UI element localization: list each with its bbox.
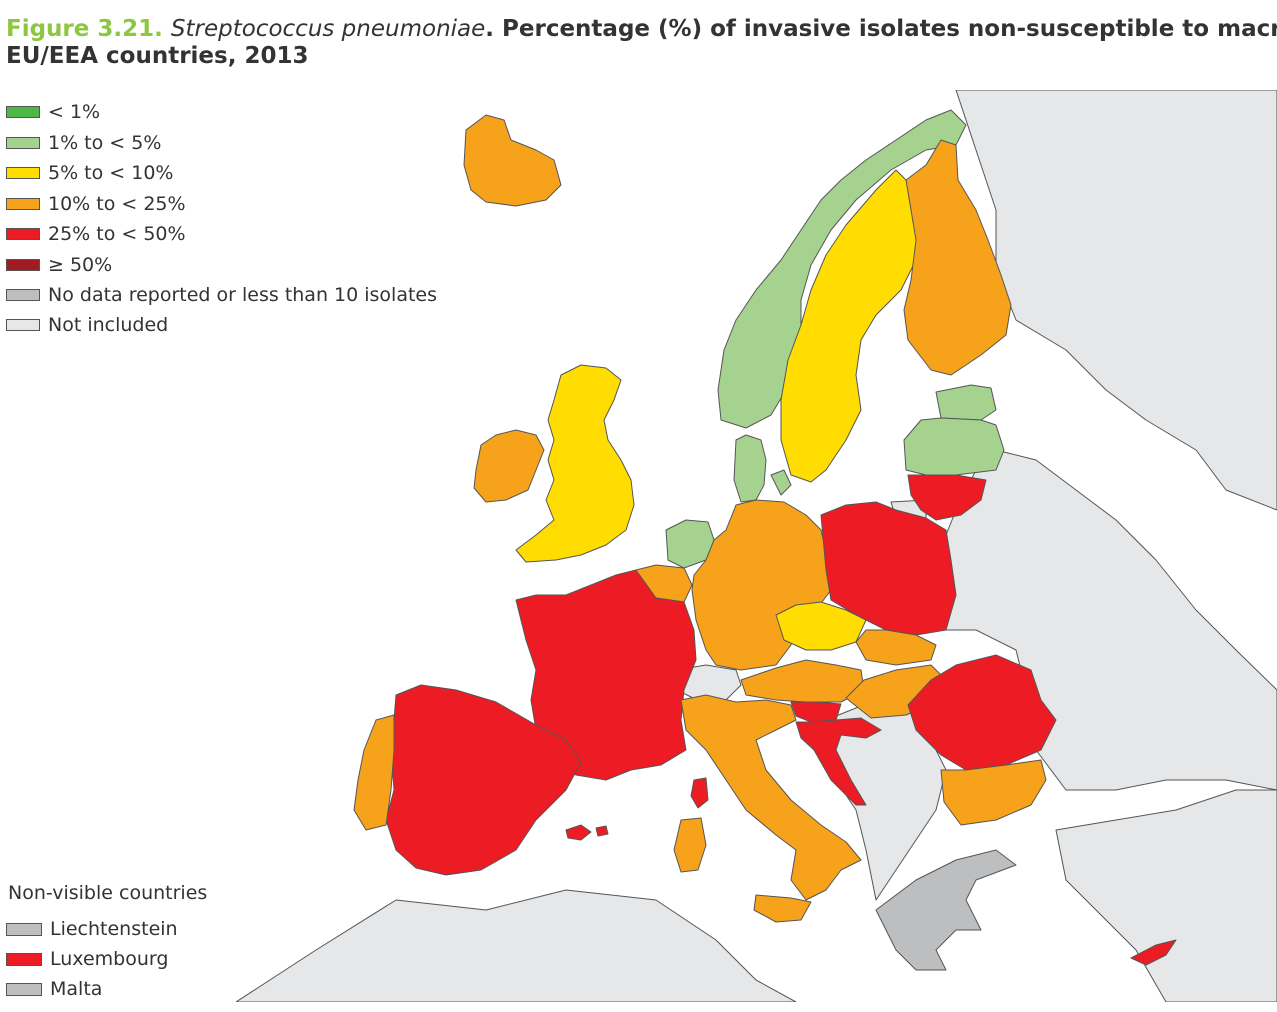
- legend-item: 1% to < 5%: [6, 132, 162, 154]
- czech-republic: [775, 601, 867, 651]
- legend-item: < 1%: [6, 101, 101, 123]
- sweden: [780, 169, 919, 483]
- legend-label: 1% to < 5%: [48, 132, 162, 154]
- legend-item: 10% to < 25%: [6, 193, 186, 215]
- figure-number: Figure 3.21.: [6, 16, 163, 42]
- non-visible-title: Non-visible countries: [8, 882, 208, 904]
- turkey-region: [1055, 789, 1277, 1002]
- finland: [903, 139, 1012, 376]
- united-kingdom: [515, 364, 635, 563]
- non-visible-item: Luxembourg: [6, 948, 168, 970]
- legend-swatch: [6, 198, 40, 210]
- legend-label: 5% to < 10%: [48, 162, 174, 184]
- legend-label: ≥ 50%: [48, 254, 113, 276]
- legend-swatch: [6, 167, 40, 179]
- denmark: [733, 434, 792, 503]
- legend-label: < 1%: [48, 101, 101, 123]
- sardinia: [673, 817, 707, 873]
- latvia: [903, 417, 1005, 476]
- legend-label: Malta: [50, 978, 103, 1000]
- legend-label: Not included: [48, 314, 169, 336]
- non-visible-item: Malta: [6, 978, 102, 1000]
- spain: [385, 684, 582, 876]
- sicily: [753, 894, 812, 923]
- legend-label: 10% to < 25%: [48, 193, 186, 215]
- legend-label: 25% to < 50%: [48, 223, 186, 245]
- legend-item: 5% to < 10%: [6, 162, 174, 184]
- legend-swatch: [6, 289, 40, 301]
- legend-swatch: [6, 922, 42, 936]
- legend-item: 25% to < 50%: [6, 223, 186, 245]
- legend-swatch: [6, 106, 40, 118]
- italy: [680, 694, 862, 901]
- cyprus: [1130, 939, 1177, 966]
- greece: [875, 849, 1017, 971]
- ireland: [473, 429, 545, 503]
- corsica: [690, 777, 709, 809]
- france: [515, 569, 697, 781]
- poland: [820, 501, 957, 636]
- bulgaria: [940, 759, 1047, 826]
- legend-swatch: [6, 982, 42, 996]
- romania: [907, 654, 1057, 771]
- lithuania: [907, 474, 987, 521]
- portugal: [353, 714, 395, 831]
- slovakia: [855, 629, 937, 666]
- legend-swatch: [6, 319, 40, 331]
- slovenia: [790, 701, 842, 723]
- balearic-islands: [565, 824, 609, 841]
- legend-swatch: [6, 228, 40, 240]
- legend-label: Luxembourg: [50, 948, 169, 970]
- estonia: [935, 384, 997, 421]
- figure-title: Figure 3.21. Streptococcus pneumoniae. P…: [6, 16, 1277, 70]
- title-rest: . Percentage (%) of invasive isolates no…: [485, 16, 1277, 42]
- title-line2: EU/EEA countries, 2013: [6, 43, 309, 69]
- legend-item: Not included: [6, 314, 169, 336]
- legend-item: ≥ 50%: [6, 254, 113, 276]
- europe-map: [236, 90, 1277, 1002]
- legend-swatch: [6, 259, 40, 271]
- legend-label: Liechtenstein: [50, 918, 178, 940]
- north-africa-region: [236, 889, 797, 1002]
- switzerland: [675, 664, 742, 703]
- non-visible-item: Liechtenstein: [6, 918, 178, 940]
- iceland: [463, 114, 562, 207]
- legend-swatch: [6, 137, 40, 149]
- legend-label: No data reported or less than 10 isolate…: [48, 284, 438, 306]
- species-name: Streptococcus pneumoniae: [170, 16, 486, 42]
- croatia: [795, 717, 882, 806]
- legend-item: No data reported or less than 10 isolate…: [6, 284, 438, 306]
- not-included-land: [236, 90, 1277, 1002]
- legend-swatch: [6, 952, 42, 966]
- russia-region: [955, 90, 1277, 511]
